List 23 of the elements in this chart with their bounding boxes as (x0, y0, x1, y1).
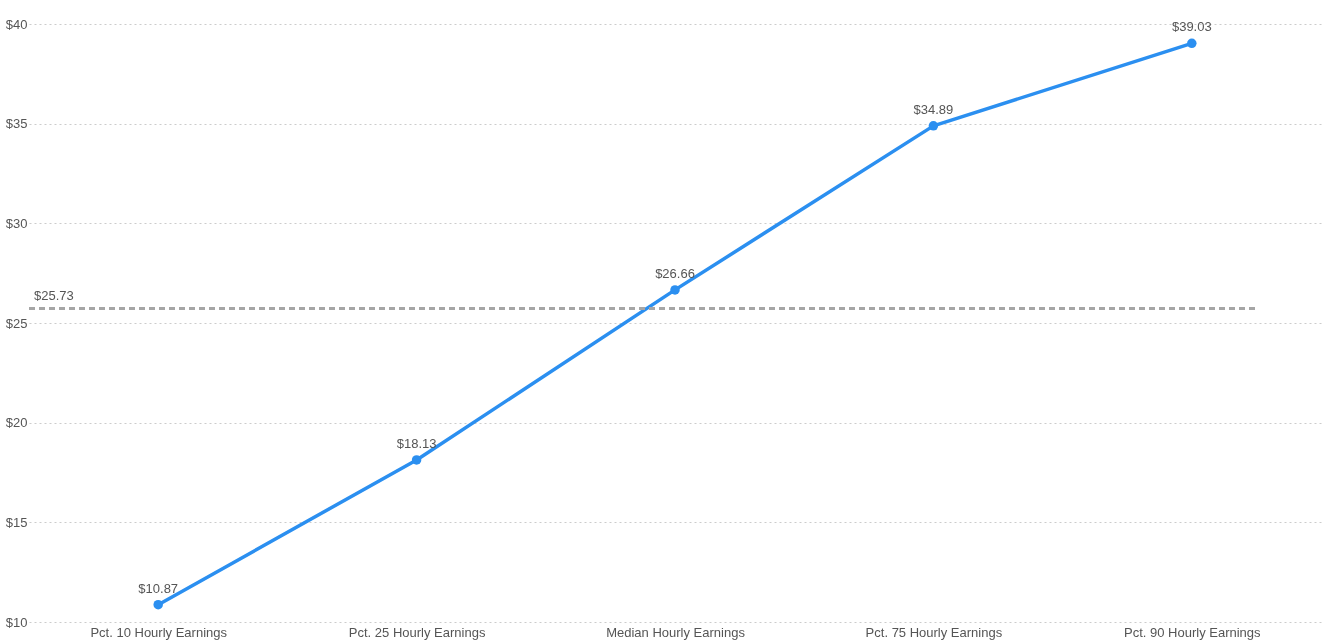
y-tick-label: $10 (5, 614, 28, 630)
data-label: $34.89 (913, 101, 954, 117)
x-tick-label: Pct. 90 Hourly Earnings (1124, 624, 1262, 640)
y-tick-label: $35 (5, 116, 28, 132)
point (928, 121, 939, 131)
point (1187, 38, 1197, 49)
data-label: $10.87 (138, 580, 179, 596)
x-tick-label: Median Hourly Earnings (606, 624, 746, 640)
point (411, 455, 422, 465)
ref-line-label: $25.73 (34, 288, 74, 304)
y-tick-label: $15 (5, 514, 28, 530)
x-tick-label: Pct. 75 Hourly Earnings (865, 624, 1003, 640)
x-tick-label: Pct. 10 Hourly Earnings (90, 624, 228, 640)
data-label: $26.66 (655, 265, 695, 281)
data-label: $39.03 (1171, 19, 1212, 35)
y-tick-label: $40 (5, 16, 28, 32)
x-tick-label: Pct. 25 Hourly Earnings (348, 624, 486, 640)
y-tick-label: $25 (5, 315, 28, 331)
y-tick-label: $20 (5, 415, 28, 431)
point (670, 285, 680, 295)
data-label: $18.13 (396, 435, 437, 451)
point (153, 599, 163, 610)
y-tick-label: $30 (5, 215, 28, 231)
